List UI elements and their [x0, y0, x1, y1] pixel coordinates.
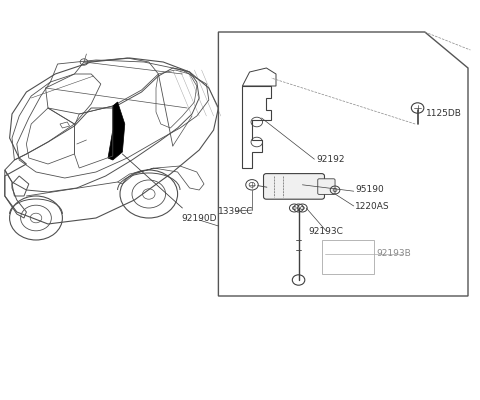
- Text: 1339CC: 1339CC: [218, 207, 254, 216]
- Text: 92190D: 92190D: [181, 214, 217, 223]
- Text: 1125DB: 1125DB: [426, 110, 462, 118]
- Text: 92193C: 92193C: [309, 227, 344, 236]
- Text: 92192: 92192: [317, 155, 345, 164]
- Circle shape: [411, 103, 424, 113]
- Text: 92193B: 92193B: [377, 250, 411, 258]
- FancyBboxPatch shape: [318, 179, 335, 194]
- Bar: [322, 240, 374, 274]
- Text: 1220AS: 1220AS: [355, 202, 390, 211]
- FancyBboxPatch shape: [264, 174, 324, 199]
- Text: 95190: 95190: [355, 186, 384, 194]
- Polygon shape: [108, 102, 125, 160]
